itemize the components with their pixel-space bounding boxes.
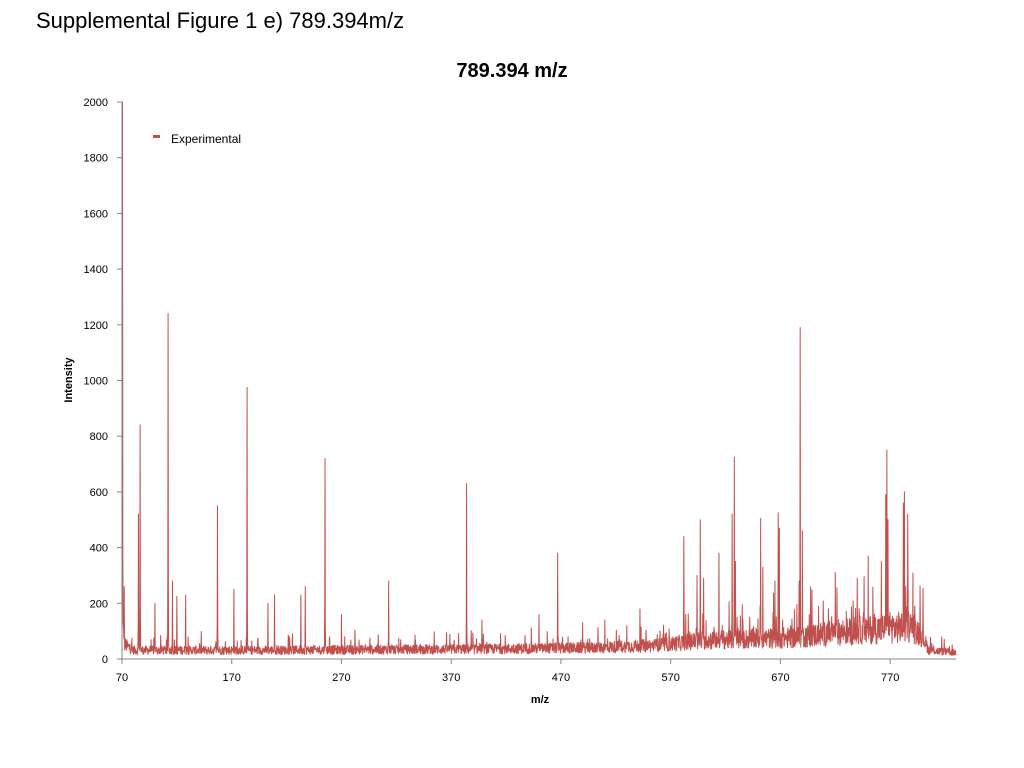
legend-label: Experimental xyxy=(171,132,241,146)
x-tick-label: 270 xyxy=(332,672,350,684)
x-tick-label: 70 xyxy=(116,672,128,684)
y-tick-label: 400 xyxy=(90,543,108,555)
x-tick-label: 370 xyxy=(442,672,460,684)
y-tick-label: 1600 xyxy=(84,208,108,220)
x-tick-label: 570 xyxy=(662,672,680,684)
y-axis-label: Intensity xyxy=(63,357,75,403)
x-tick-label: 670 xyxy=(771,672,789,684)
legend: Experimental xyxy=(153,132,241,146)
y-tick-label: 800 xyxy=(90,431,108,443)
series-experimental-layer xyxy=(121,101,957,656)
y-tick-label: 200 xyxy=(90,598,108,610)
y-tick-label: 1400 xyxy=(84,264,108,276)
series-experimental xyxy=(121,101,957,656)
y-tick-label: 1000 xyxy=(84,376,108,388)
chart-title: 789.394 m/z xyxy=(456,60,567,82)
x-tick-label: 470 xyxy=(552,672,570,684)
slide-title: Supplemental Figure 1 e) 789.394m/z xyxy=(36,8,405,33)
x-tick-label: 170 xyxy=(223,672,241,684)
legend-swatch xyxy=(153,135,160,138)
y-tick-label: 2000 xyxy=(84,97,108,109)
x-axis-label: m/z xyxy=(531,694,550,706)
tick-labels: 0 200 400 600 800 1000 1200 1400 1600 1800 2000 70 1… xyxy=(84,97,900,684)
x-tick-label: 770 xyxy=(881,672,899,684)
y-tick-label: 1800 xyxy=(84,153,108,165)
axes xyxy=(117,101,956,664)
y-tick-label: 0 xyxy=(102,654,108,666)
y-tick-label: 1200 xyxy=(84,320,108,332)
y-tick-label: 600 xyxy=(90,487,108,499)
